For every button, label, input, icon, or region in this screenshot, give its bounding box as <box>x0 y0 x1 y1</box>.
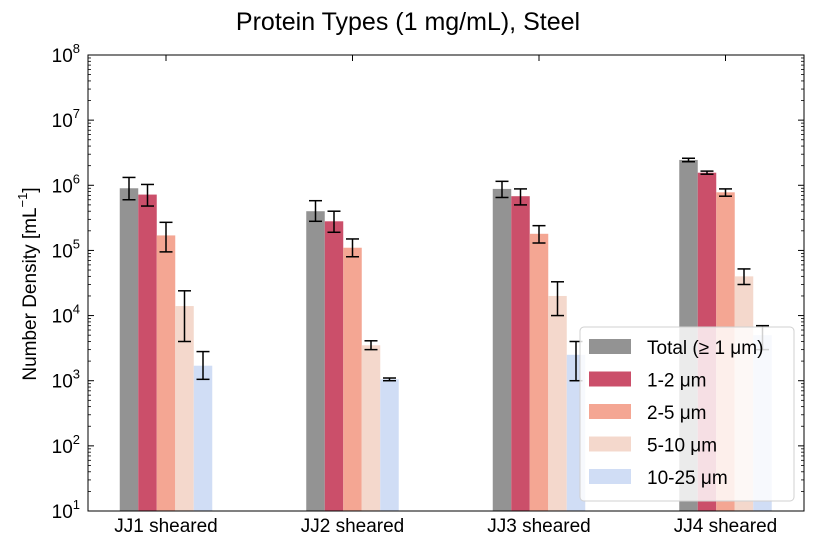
y-axis-label: Number Density [mL−1] <box>15 187 41 380</box>
y-tick-label: 105 <box>52 236 80 262</box>
bar <box>361 345 381 511</box>
legend-label: 10-25 μm <box>647 468 728 489</box>
bar <box>324 221 344 511</box>
bar <box>119 188 139 512</box>
chart-title: Protein Types (1 mg/mL), Steel <box>236 8 580 36</box>
x-tick-label: JJ1 sheared <box>114 516 218 537</box>
y-tick-label: 107 <box>52 106 80 132</box>
legend-swatch <box>589 339 631 354</box>
y-tick-label: 101 <box>52 497 80 523</box>
legend-label: Total (≥ 1 μm) <box>647 338 763 359</box>
bar <box>306 211 325 511</box>
y-axis: 101 102 103 104 105 106 107 108 <box>52 41 804 523</box>
legend-label: 5-10 μm <box>647 436 717 457</box>
bar <box>156 235 176 511</box>
y-tick-label: 108 <box>52 41 80 67</box>
legend-box <box>579 326 795 502</box>
bar <box>511 196 530 511</box>
legend-swatch <box>589 404 631 419</box>
y-tick-label: 104 <box>52 302 80 328</box>
bar <box>343 247 362 512</box>
x-tick-label: JJ3 sheared <box>487 516 591 537</box>
legend: Total (≥ 1 μm) 1-2 μm 2-5 μm 5-10 μm 10-25 μ… <box>579 326 795 502</box>
plot-frame <box>87 54 805 512</box>
bar <box>193 365 213 511</box>
y-tick-label: 106 <box>52 171 80 197</box>
legend-swatch <box>589 371 631 387</box>
bar <box>138 194 157 512</box>
bar <box>548 295 567 511</box>
legend-swatch <box>589 436 631 452</box>
y-tick-label: 103 <box>52 367 80 393</box>
legend-swatch <box>589 469 631 484</box>
bar <box>175 306 194 511</box>
bar <box>529 233 549 512</box>
bar <box>492 188 512 511</box>
legend-label: 1-2 μm <box>647 371 707 392</box>
x-axis: JJ1 sheared JJ2 sheared JJ3 sheared JJ4 she… <box>114 55 777 537</box>
x-tick-label: JJ4 sheared <box>674 516 778 537</box>
error-bars <box>122 157 769 382</box>
bar <box>380 379 399 511</box>
legend-label: 2-5 μm <box>647 403 707 424</box>
x-tick-label: JJ2 sheared <box>301 516 405 537</box>
y-tick-label: 102 <box>52 432 80 458</box>
